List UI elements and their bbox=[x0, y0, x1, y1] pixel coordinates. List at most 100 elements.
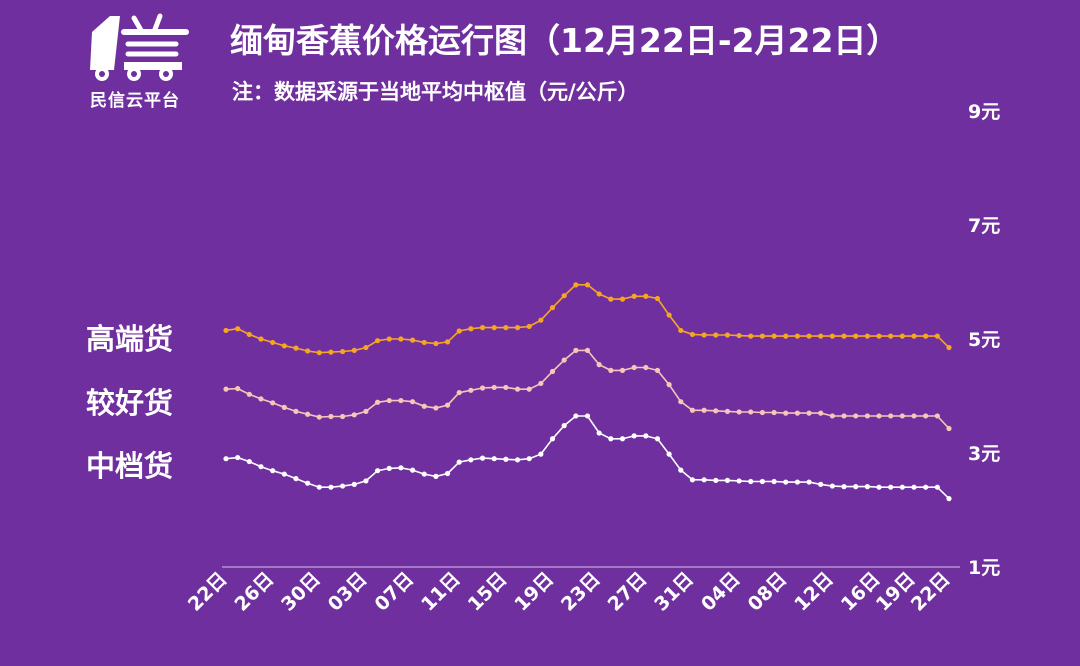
data-point bbox=[258, 464, 264, 470]
data-point bbox=[316, 350, 322, 356]
data-point bbox=[433, 405, 439, 411]
data-point bbox=[328, 349, 334, 355]
data-point bbox=[748, 409, 754, 415]
data-point bbox=[818, 410, 824, 416]
data-point bbox=[748, 333, 754, 339]
x-tick-label: 27日 bbox=[604, 568, 652, 616]
data-point bbox=[794, 410, 801, 416]
data-point bbox=[351, 347, 357, 353]
data-point bbox=[351, 412, 357, 418]
data-point bbox=[643, 364, 649, 371]
data-point bbox=[363, 344, 369, 351]
data-point bbox=[479, 385, 486, 391]
data-point bbox=[549, 368, 556, 375]
data-point bbox=[561, 423, 567, 429]
data-point bbox=[911, 333, 917, 339]
data-point bbox=[631, 364, 637, 371]
data-point bbox=[398, 465, 404, 471]
series-0 bbox=[223, 282, 952, 356]
data-point bbox=[853, 484, 859, 490]
data-point bbox=[409, 337, 416, 343]
data-point bbox=[736, 332, 742, 339]
data-point bbox=[654, 295, 661, 302]
x-tick-label: 19日 bbox=[872, 568, 920, 616]
data-point bbox=[829, 483, 835, 489]
series-1 bbox=[223, 347, 952, 432]
data-point bbox=[433, 473, 439, 479]
data-point bbox=[526, 323, 532, 330]
data-point bbox=[841, 484, 847, 490]
data-point bbox=[876, 484, 882, 490]
data-point bbox=[853, 333, 859, 339]
data-point bbox=[270, 339, 276, 346]
data-point bbox=[701, 332, 707, 338]
x-tick-label: 22日 bbox=[907, 568, 955, 616]
data-point bbox=[293, 476, 299, 482]
data-point bbox=[818, 481, 824, 487]
data-point bbox=[794, 333, 801, 339]
data-point bbox=[468, 326, 474, 332]
x-tick-label: 04日 bbox=[697, 568, 745, 616]
data-point bbox=[386, 336, 392, 342]
x-tick-label: 22日 bbox=[184, 568, 232, 616]
data-point bbox=[246, 458, 252, 465]
data-point bbox=[794, 479, 801, 485]
data-point bbox=[596, 362, 602, 368]
data-point bbox=[374, 468, 381, 474]
chart-title: 缅甸香蕉价格运行图（12月22日-2月22日） bbox=[230, 21, 900, 60]
data-point bbox=[503, 325, 509, 331]
series-line bbox=[225, 415, 950, 500]
data-point bbox=[724, 332, 731, 338]
y-tick-label: 3元 bbox=[968, 443, 1000, 465]
x-tick-label: 08日 bbox=[744, 568, 792, 616]
data-point bbox=[946, 425, 952, 432]
data-point bbox=[258, 336, 264, 342]
data-point bbox=[946, 344, 952, 351]
data-point bbox=[841, 413, 847, 419]
data-point bbox=[923, 333, 929, 339]
data-point bbox=[701, 407, 707, 413]
data-point bbox=[783, 410, 789, 416]
data-point bbox=[538, 380, 544, 387]
data-point bbox=[678, 399, 684, 405]
data-point bbox=[421, 403, 427, 409]
data-point bbox=[514, 457, 521, 463]
data-point bbox=[316, 484, 322, 490]
data-point bbox=[281, 471, 287, 477]
data-point bbox=[864, 333, 870, 339]
data-point bbox=[386, 465, 392, 471]
data-point bbox=[806, 410, 812, 416]
data-point bbox=[479, 325, 486, 331]
data-point bbox=[631, 293, 637, 299]
x-tick-label: 15日 bbox=[464, 568, 512, 616]
data-point bbox=[468, 387, 474, 393]
data-point bbox=[818, 333, 824, 339]
data-point bbox=[759, 478, 766, 485]
data-point bbox=[514, 386, 521, 392]
data-point bbox=[783, 333, 789, 339]
data-point bbox=[678, 467, 684, 473]
data-point bbox=[363, 408, 369, 414]
data-point bbox=[503, 384, 509, 391]
data-point bbox=[596, 291, 602, 297]
data-point bbox=[899, 333, 905, 339]
data-point bbox=[899, 484, 905, 490]
data-point bbox=[270, 400, 276, 406]
data-point bbox=[923, 484, 929, 490]
data-point bbox=[573, 282, 579, 288]
data-point bbox=[666, 312, 672, 318]
data-point bbox=[351, 481, 357, 487]
data-point bbox=[281, 404, 287, 410]
series-2 bbox=[223, 413, 952, 502]
data-point bbox=[619, 296, 626, 302]
data-point bbox=[316, 414, 322, 420]
data-point bbox=[608, 436, 614, 442]
data-point bbox=[853, 413, 859, 419]
data-point bbox=[829, 413, 835, 419]
x-tick-label: 26日 bbox=[230, 568, 278, 616]
data-point bbox=[433, 340, 439, 347]
y-tick-label: 9元 bbox=[968, 101, 1000, 123]
data-point bbox=[223, 456, 229, 462]
data-point bbox=[934, 484, 940, 490]
logo-text: 民信云平台 bbox=[90, 91, 180, 111]
